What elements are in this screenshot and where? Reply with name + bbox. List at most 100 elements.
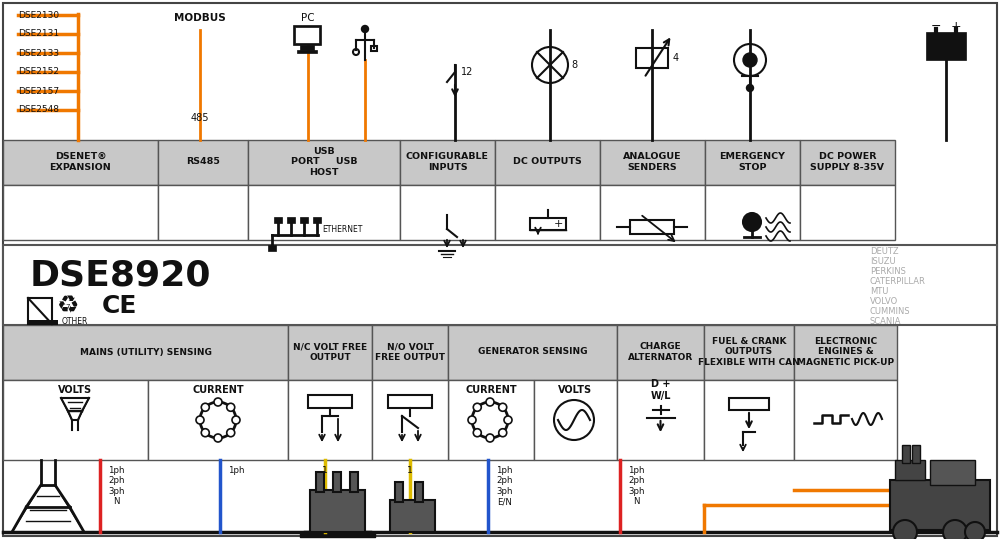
Circle shape bbox=[201, 403, 209, 411]
Bar bbox=[729, 398, 769, 410]
Bar bbox=[350, 472, 358, 492]
Circle shape bbox=[486, 398, 494, 406]
Bar bbox=[617, 325, 704, 380]
Circle shape bbox=[499, 403, 507, 411]
Bar bbox=[636, 48, 668, 68]
Text: PC: PC bbox=[301, 13, 315, 23]
Circle shape bbox=[943, 520, 967, 539]
Text: SCANIA: SCANIA bbox=[870, 317, 902, 327]
Text: ELECTRONIC
ENGINES &
MAGNETIC PICK-UP: ELECTRONIC ENGINES & MAGNETIC PICK-UP bbox=[797, 337, 894, 367]
Circle shape bbox=[232, 416, 240, 424]
Circle shape bbox=[214, 434, 222, 442]
Circle shape bbox=[468, 416, 476, 424]
Text: ANALOGUE
SENDERS: ANALOGUE SENDERS bbox=[623, 153, 682, 172]
Bar bbox=[274, 217, 282, 223]
Text: 7: 7 bbox=[66, 304, 70, 310]
Text: PERKINS: PERKINS bbox=[870, 267, 906, 277]
Text: −: − bbox=[931, 19, 941, 32]
Bar bbox=[248, 185, 400, 240]
Bar bbox=[158, 140, 248, 185]
Text: 12: 12 bbox=[461, 67, 473, 77]
Text: DSE2157: DSE2157 bbox=[18, 86, 59, 95]
Bar bbox=[890, 480, 990, 530]
Circle shape bbox=[486, 434, 494, 442]
Circle shape bbox=[893, 520, 917, 539]
Text: ISUZU: ISUZU bbox=[870, 258, 896, 266]
Bar bbox=[316, 472, 324, 492]
Text: 485: 485 bbox=[191, 113, 209, 123]
Circle shape bbox=[746, 85, 754, 92]
Bar bbox=[372, 380, 448, 460]
Text: GENERATOR SENSING: GENERATOR SENSING bbox=[478, 348, 587, 356]
Circle shape bbox=[201, 429, 209, 437]
Bar bbox=[310, 490, 365, 532]
Text: CE: CE bbox=[102, 294, 137, 318]
Bar bbox=[395, 482, 403, 502]
Circle shape bbox=[499, 429, 507, 437]
Text: N/O VOLT
FREE OUTPUT: N/O VOLT FREE OUTPUT bbox=[375, 342, 445, 362]
Text: DEUTZ: DEUTZ bbox=[870, 247, 899, 257]
Text: 1: 1 bbox=[407, 466, 413, 475]
Text: DSE2130: DSE2130 bbox=[18, 10, 59, 19]
Bar bbox=[415, 482, 423, 502]
Bar bbox=[28, 320, 58, 325]
Bar bbox=[800, 185, 895, 240]
Text: CUMMINS: CUMMINS bbox=[870, 308, 911, 316]
Circle shape bbox=[227, 429, 235, 437]
Bar bbox=[388, 395, 432, 408]
Text: MTU: MTU bbox=[870, 287, 888, 296]
Bar bbox=[530, 218, 566, 230]
Bar bbox=[268, 245, 276, 251]
Text: CATERPILLAR: CATERPILLAR bbox=[870, 278, 926, 287]
Text: 1ph: 1ph bbox=[228, 466, 244, 475]
Text: DSE2152: DSE2152 bbox=[18, 67, 59, 77]
Text: DSE8920: DSE8920 bbox=[30, 258, 212, 292]
Text: VOLVO: VOLVO bbox=[870, 298, 898, 307]
Bar bbox=[300, 45, 314, 50]
Bar bbox=[926, 32, 966, 60]
Circle shape bbox=[473, 403, 481, 411]
Bar bbox=[300, 217, 308, 223]
Text: CHARGE
ALTERNATOR: CHARGE ALTERNATOR bbox=[628, 342, 693, 362]
Bar bbox=[705, 185, 800, 240]
Bar bbox=[902, 445, 910, 463]
Bar bbox=[448, 380, 534, 460]
Bar bbox=[3, 325, 288, 380]
Bar bbox=[495, 140, 600, 185]
Bar bbox=[495, 185, 600, 240]
Text: 1ph
2ph
3ph
E/N: 1ph 2ph 3ph E/N bbox=[496, 466, 512, 506]
Bar bbox=[288, 380, 372, 460]
Text: DSE2548: DSE2548 bbox=[18, 106, 59, 114]
Text: 4: 4 bbox=[673, 53, 679, 63]
Circle shape bbox=[743, 53, 757, 67]
Circle shape bbox=[214, 398, 222, 406]
Bar bbox=[297, 50, 317, 53]
Bar bbox=[630, 220, 674, 234]
Text: +: + bbox=[553, 219, 563, 229]
Text: 1: 1 bbox=[322, 466, 328, 475]
Bar bbox=[3, 185, 158, 240]
Text: DSE2131: DSE2131 bbox=[18, 30, 59, 38]
Text: MODBUS: MODBUS bbox=[174, 13, 226, 23]
Text: EMERGENCY
STOP: EMERGENCY STOP bbox=[720, 153, 785, 172]
Circle shape bbox=[965, 522, 985, 539]
Text: 1ph
2ph
3ph
N: 1ph 2ph 3ph N bbox=[628, 466, 644, 506]
Text: USB
PORT     USB
HOST: USB PORT USB HOST bbox=[291, 147, 357, 177]
Bar bbox=[390, 500, 435, 532]
Text: VOLTS: VOLTS bbox=[58, 385, 93, 395]
Bar bbox=[372, 325, 448, 380]
Text: D +
W/L: D + W/L bbox=[650, 379, 671, 401]
Text: CURRENT: CURRENT bbox=[192, 385, 244, 395]
Circle shape bbox=[196, 416, 204, 424]
Bar bbox=[895, 460, 925, 480]
Bar bbox=[600, 185, 705, 240]
Bar bbox=[313, 217, 321, 223]
Circle shape bbox=[227, 403, 235, 411]
Text: OTHER: OTHER bbox=[62, 317, 88, 327]
Bar bbox=[912, 445, 920, 463]
Text: N/C VOLT FREE
OUTPUT: N/C VOLT FREE OUTPUT bbox=[293, 342, 367, 362]
Bar bbox=[794, 380, 897, 460]
Bar bbox=[448, 325, 617, 380]
Text: CURRENT: CURRENT bbox=[465, 385, 517, 395]
Bar bbox=[704, 325, 794, 380]
